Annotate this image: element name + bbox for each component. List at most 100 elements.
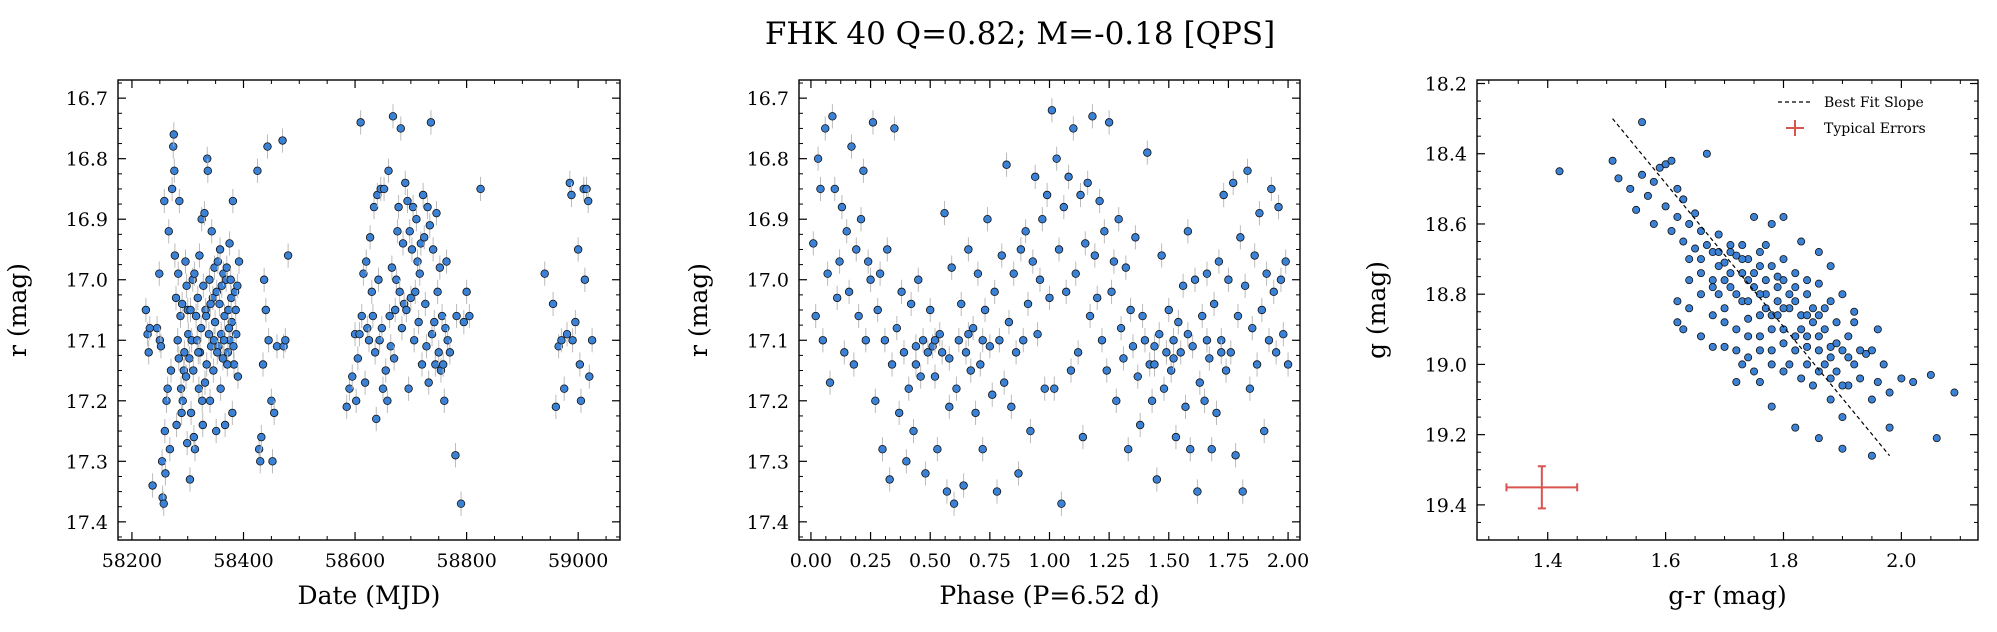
data-point bbox=[1188, 342, 1197, 351]
data-point bbox=[976, 360, 985, 369]
x-tick-label: 1.50 bbox=[1148, 550, 1190, 572]
data-point bbox=[990, 287, 999, 297]
data-point bbox=[1281, 257, 1290, 266]
data-point bbox=[213, 348, 222, 357]
data-point bbox=[205, 396, 215, 405]
data-point bbox=[185, 354, 194, 363]
x-axis-label: g-r (mag) bbox=[1668, 581, 1786, 610]
data-point bbox=[1909, 377, 1918, 386]
data-point bbox=[954, 336, 964, 345]
data-point bbox=[947, 263, 956, 272]
x-tick-label: 59000 bbox=[548, 550, 608, 572]
data-point bbox=[866, 275, 875, 284]
data-point bbox=[1030, 172, 1040, 182]
data-point bbox=[428, 245, 438, 254]
data-point bbox=[198, 396, 207, 405]
data-point bbox=[1233, 311, 1243, 321]
data-point bbox=[407, 245, 417, 254]
data-point bbox=[1803, 332, 1812, 341]
data-point bbox=[156, 342, 166, 351]
data-point bbox=[212, 287, 221, 297]
data-point bbox=[1661, 160, 1670, 169]
data-point bbox=[1720, 276, 1729, 285]
data-point bbox=[190, 269, 199, 278]
data-point bbox=[1164, 305, 1173, 315]
data-point bbox=[431, 360, 440, 369]
y-tick-label: 16.7 bbox=[747, 88, 789, 110]
data-point bbox=[1555, 167, 1564, 176]
data-point bbox=[1248, 323, 1257, 333]
data-point bbox=[420, 233, 429, 242]
data-point bbox=[411, 287, 420, 297]
data-point bbox=[825, 378, 835, 387]
data-point bbox=[1028, 257, 1037, 266]
data-point bbox=[456, 499, 466, 508]
data-point bbox=[1850, 318, 1859, 327]
y-axis-label: r (mag) bbox=[3, 263, 32, 357]
data-point bbox=[1750, 212, 1759, 221]
x-tick-label: 58800 bbox=[436, 550, 496, 572]
data-point bbox=[1773, 297, 1782, 306]
data-point bbox=[1150, 360, 1159, 369]
data-point bbox=[370, 348, 380, 357]
data-point bbox=[1791, 423, 1800, 432]
data-point bbox=[357, 311, 366, 321]
data-point bbox=[440, 396, 449, 405]
data-point bbox=[1171, 432, 1181, 442]
data-point bbox=[1095, 196, 1104, 206]
data-point bbox=[141, 305, 151, 315]
data-point bbox=[1767, 262, 1776, 271]
data-point bbox=[1773, 272, 1782, 281]
data-point bbox=[945, 354, 954, 363]
data-point bbox=[438, 360, 448, 369]
data-point bbox=[1649, 177, 1658, 186]
data-point bbox=[181, 372, 191, 381]
data-point bbox=[1016, 245, 1026, 254]
data-point bbox=[414, 317, 423, 327]
y-tick-label: 16.8 bbox=[66, 149, 108, 171]
data-point bbox=[418, 190, 428, 200]
data-point bbox=[1214, 257, 1224, 266]
data-point bbox=[1767, 325, 1776, 334]
data-point bbox=[859, 166, 868, 175]
data-point bbox=[384, 166, 393, 175]
data-point bbox=[811, 311, 820, 321]
data-point bbox=[1245, 384, 1255, 393]
data-point bbox=[1779, 212, 1788, 221]
data-point bbox=[1797, 374, 1806, 383]
data-point bbox=[940, 208, 949, 218]
data-point bbox=[1685, 304, 1694, 313]
data-point bbox=[404, 384, 413, 393]
data-point bbox=[575, 360, 585, 369]
data-point bbox=[459, 317, 469, 327]
x-axis-label: Phase (P=6.52 d) bbox=[939, 581, 1159, 610]
x-tick-label: 0.50 bbox=[909, 550, 951, 572]
data-point bbox=[202, 360, 211, 369]
data-point bbox=[1042, 190, 1052, 200]
data-point bbox=[856, 215, 866, 224]
data-point bbox=[175, 196, 184, 206]
data-point bbox=[1714, 290, 1723, 299]
data-point bbox=[1155, 330, 1164, 339]
data-point bbox=[219, 336, 229, 345]
data-point bbox=[372, 414, 381, 424]
data-point bbox=[1262, 269, 1271, 278]
data-point bbox=[345, 384, 354, 393]
data-point bbox=[548, 299, 558, 309]
data-point bbox=[194, 384, 204, 393]
data-point bbox=[424, 378, 433, 387]
data-point bbox=[1649, 219, 1658, 228]
data-point bbox=[200, 208, 209, 218]
data-point bbox=[937, 348, 947, 357]
data-point bbox=[1283, 360, 1293, 369]
data-point bbox=[1844, 353, 1853, 362]
data-point bbox=[1045, 293, 1054, 303]
data-point bbox=[1038, 215, 1047, 224]
data-point bbox=[1126, 305, 1135, 315]
data-point bbox=[1714, 248, 1723, 257]
data-point bbox=[389, 354, 399, 363]
data-point bbox=[1002, 160, 1011, 169]
data-point bbox=[1744, 314, 1753, 323]
data-point bbox=[1673, 297, 1682, 306]
data-point bbox=[425, 221, 434, 230]
